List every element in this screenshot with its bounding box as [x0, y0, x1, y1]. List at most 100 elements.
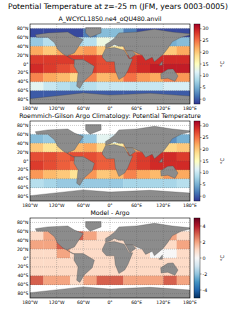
colorbar-tick-label: 5 [203, 85, 206, 90]
cell [57, 179, 71, 188]
colorbar-tick [200, 149, 202, 150]
cell [57, 64, 71, 73]
cell [177, 55, 190, 64]
cell [177, 73, 190, 82]
cell [137, 73, 151, 82]
cell [83, 231, 97, 240]
colorbar-tick [200, 28, 202, 29]
cell [83, 276, 97, 285]
cell [30, 73, 44, 82]
land [159, 255, 163, 259]
map-area [30, 24, 190, 104]
grid-line [30, 266, 190, 267]
colorbar-tick [200, 75, 202, 76]
panel: Model - Argo180°W120°W60°W0°60°E120°E180… [17, 209, 225, 305]
cell [123, 179, 137, 188]
y-tick-label: 60°S [17, 282, 28, 287]
y-tick-label: 80°N [17, 220, 29, 225]
cell [30, 231, 44, 240]
y-tick-label: 60°S [17, 88, 28, 93]
colorbar-tick-label: 0 [203, 97, 206, 102]
x-tick-label: 180°E [183, 106, 197, 111]
y-tick-label: 40°N [17, 44, 29, 49]
colorbar-tick-label: 10 [203, 73, 209, 78]
colorbar-tick-label: -2 [203, 272, 208, 277]
y-tick-label: 60°S [17, 185, 28, 190]
x-tick-label: 120°E [156, 106, 170, 111]
cell [97, 161, 111, 170]
x-tick-label: 120°W [49, 203, 65, 208]
x-tick-label: 60°E [131, 300, 142, 305]
cell [30, 46, 44, 55]
x-tick-label: 0° [107, 106, 112, 111]
x-tick-label: 60°E [131, 203, 142, 208]
grid-line [30, 152, 190, 153]
cell [30, 267, 44, 276]
colorbar-tick [200, 52, 202, 53]
grid-line [30, 258, 190, 259]
cell [123, 82, 137, 91]
x-tick-label: 60°W [77, 106, 90, 111]
cell [43, 267, 57, 276]
colorbar-tick [200, 172, 202, 173]
cell [163, 82, 177, 91]
grid-line [30, 125, 190, 126]
colorbar-label: °C [219, 255, 225, 262]
panel-title: A_WCYCL1850.ne4_oQU480.anvil [58, 15, 161, 23]
cell [177, 267, 190, 276]
colorbar-tick [200, 196, 202, 197]
y-tick-label: 0° [23, 159, 28, 164]
cell [97, 82, 111, 91]
x-tick-label: 0° [107, 203, 112, 208]
colorbar-tick-label: 0 [203, 194, 206, 199]
grid-line [30, 240, 190, 241]
cell [30, 143, 44, 152]
cell [177, 276, 190, 285]
cell [163, 276, 177, 285]
x-tick-label: 0° [107, 300, 112, 305]
x-tick-label: 120°W [49, 106, 65, 111]
map-background [30, 24, 190, 104]
cell [57, 161, 71, 170]
colorbar-label: °C [219, 61, 225, 68]
cell [30, 64, 44, 73]
cell [177, 64, 190, 73]
colorbar-tick [200, 184, 202, 185]
cell [177, 258, 190, 267]
colorbar-tick-label: 10 [203, 170, 209, 175]
map-background [30, 121, 190, 201]
grid-line [30, 275, 190, 276]
figure: Potential Temperature at z=-25 m (JFM, y… [0, 0, 236, 320]
x-tick-label: 60°W [77, 203, 90, 208]
cell [30, 134, 44, 143]
panel-title: Roemmich-Gilson Argo Climatology: Potent… [19, 112, 201, 120]
panel: A_WCYCL1850.ne4_oQU480.anvil180°W120°W60… [17, 15, 225, 111]
cell [97, 73, 111, 82]
y-tick-label: 80°S [17, 291, 28, 296]
grid-line [30, 196, 190, 197]
cell [177, 170, 190, 179]
cell [30, 179, 44, 188]
grid-line [30, 249, 190, 250]
y-tick-label: 40°N [17, 141, 29, 146]
x-tick-label: 180°W [22, 203, 38, 208]
grid-line [30, 222, 190, 223]
cell [110, 82, 124, 91]
map-area [30, 218, 190, 298]
grid-line [30, 143, 190, 144]
cell [57, 152, 71, 161]
cell [137, 64, 151, 73]
cell [163, 249, 177, 258]
grid-line [30, 161, 190, 162]
y-tick-label: 20°N [17, 247, 29, 252]
cell [97, 267, 111, 276]
colorbar-tick [200, 125, 202, 126]
land [86, 125, 102, 135]
cell [30, 55, 44, 64]
y-tick-label: 60°N [17, 132, 29, 137]
cell [83, 82, 97, 91]
cell [97, 258, 111, 267]
land [159, 158, 163, 162]
cell [43, 249, 57, 258]
y-tick-label: 20°S [17, 70, 28, 75]
